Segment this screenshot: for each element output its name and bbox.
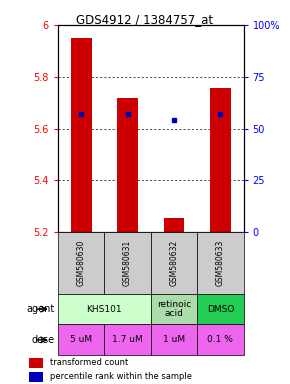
Text: GSM580631: GSM580631	[123, 240, 132, 286]
Text: retinoic
acid: retinoic acid	[157, 300, 191, 318]
Bar	[58, 324, 104, 355]
Bar	[197, 294, 244, 324]
Text: percentile rank within the sample: percentile rank within the sample	[50, 372, 192, 381]
Bar	[151, 232, 197, 294]
Text: GSM580630: GSM580630	[77, 240, 86, 286]
Text: GSM580632: GSM580632	[169, 240, 179, 286]
Bar	[104, 324, 151, 355]
Text: dose: dose	[32, 335, 55, 345]
Bar	[104, 232, 151, 294]
Text: GDS4912 / 1384757_at: GDS4912 / 1384757_at	[77, 13, 213, 26]
Text: KHS101: KHS101	[87, 305, 122, 314]
Bar	[29, 372, 43, 382]
Text: 0.1 %: 0.1 %	[207, 335, 233, 344]
Bar	[197, 232, 244, 294]
Text: agent: agent	[27, 304, 55, 314]
Bar	[29, 358, 43, 367]
Bar	[58, 294, 151, 324]
Bar	[71, 38, 92, 232]
Bar	[164, 218, 184, 232]
Bar	[58, 232, 104, 294]
Text: 1.7 uM: 1.7 uM	[112, 335, 143, 344]
Text: GSM580633: GSM580633	[216, 240, 225, 286]
Bar	[210, 88, 231, 232]
Text: 5 uM: 5 uM	[70, 335, 92, 344]
Bar	[197, 324, 244, 355]
Bar	[151, 294, 197, 324]
Bar	[151, 324, 197, 355]
Bar	[117, 98, 138, 232]
Text: 1 uM: 1 uM	[163, 335, 185, 344]
Text: transformed count: transformed count	[50, 358, 128, 367]
Text: DMSO: DMSO	[207, 305, 234, 314]
